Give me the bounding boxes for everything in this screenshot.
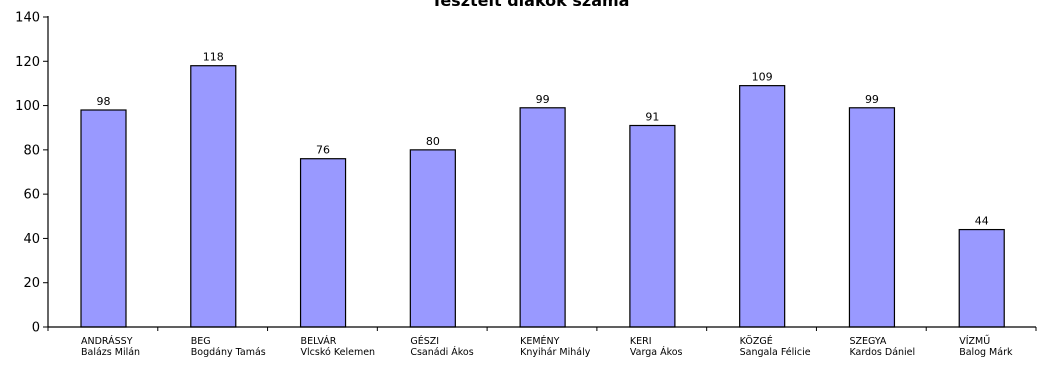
bar-keri [629,124,676,328]
x-tick-school-label: GÉSZI [410,335,439,347]
bar-value-label: 76 [316,144,330,157]
x-tick-school-label: ANDRÁSSY [81,335,133,347]
bar-gészi [409,149,456,328]
x-tick-school-label: SZEGYA [849,336,886,347]
x-tick-teacher-label: Balog Márk [959,347,1013,358]
x-tick-teacher-label: Balázs Milán [81,347,140,358]
bar-szegya [848,107,896,328]
bar-beg [190,65,237,328]
x-tick-school-label: BEG [191,336,211,347]
y-tick-label: 20 [23,276,40,291]
x-tick-school-label: VÍZMŰ [959,335,990,347]
x-tick-school-label: BELVÁR [301,335,337,347]
y-tick-label: 40 [23,232,40,247]
x-tick-teacher-label: Sangala Félicie [740,347,811,358]
bar-value-label: 80 [426,135,440,148]
bar-value-label: 91 [645,111,659,124]
x-tick-teacher-label: Varga Ákos [630,346,683,358]
bar-value-label: 99 [865,93,879,106]
x-tick-school-label: KEMÉNY [520,335,560,347]
y-tick-label: 60 [23,188,40,203]
y-tick-label: 100 [15,99,40,114]
bar-value-label: 44 [975,215,989,228]
value-labels-layer: 98 118 76 80 99 91 109 99 44 [97,51,989,228]
bar-value-label: 109 [752,71,773,84]
x-tick-teacher-label: Vlcskó Kelemen [301,347,376,358]
bar-belvár [299,158,347,328]
y-tick-label: 80 [23,143,40,158]
x-tick-teacher-label: Knyihár Mihály [520,347,591,358]
x-tick-teacher-label: Bogdány Tamás [191,347,266,358]
chart-title: Tesztelt diákok száma [431,0,630,10]
bars-layer [80,65,1005,328]
bar-value-label: 98 [97,95,111,108]
x-tick-teacher-label: Csanádi Ákos [410,346,473,358]
bar-value-label: 99 [536,93,550,106]
x-tick-school-label: KÖZGÉ [740,335,773,347]
axes-layer [43,16,1037,331]
y-tick-label: 0 [32,321,40,336]
bar-közgé [739,85,786,328]
x-tick-school-label: KERI [630,336,652,347]
bar-kemény [519,107,566,328]
bar-value-label: 118 [203,51,224,64]
bar-vízmű [958,228,1005,328]
bar-andrássy [80,109,127,328]
y-tick-label: 120 [15,55,40,70]
x-tick-teacher-label: Kardos Dániel [849,347,915,358]
y-tick-label: 140 [15,11,40,26]
